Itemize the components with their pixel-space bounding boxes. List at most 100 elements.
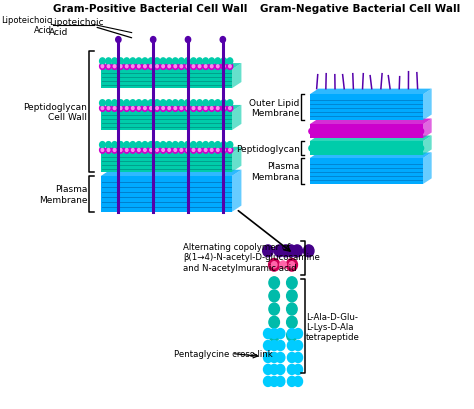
Circle shape (168, 108, 171, 110)
Circle shape (227, 64, 233, 70)
Bar (100, 177, 232, 212)
Circle shape (112, 142, 118, 148)
Text: Pentaglycine cross-link: Pentaglycine cross-link (174, 349, 273, 358)
Bar (310, 95, 423, 121)
Circle shape (191, 101, 196, 107)
Circle shape (180, 108, 182, 110)
Circle shape (184, 101, 190, 107)
Circle shape (160, 64, 166, 70)
Circle shape (293, 376, 302, 387)
Circle shape (144, 66, 146, 69)
Circle shape (130, 59, 136, 65)
Circle shape (264, 364, 273, 375)
Circle shape (179, 142, 184, 148)
Circle shape (264, 329, 273, 339)
Circle shape (221, 147, 227, 154)
Circle shape (350, 146, 355, 152)
Circle shape (287, 277, 297, 289)
Circle shape (287, 330, 297, 342)
Circle shape (137, 66, 140, 69)
Circle shape (173, 147, 178, 154)
Circle shape (131, 149, 134, 152)
Circle shape (269, 330, 280, 342)
Circle shape (270, 353, 279, 363)
Circle shape (154, 59, 160, 65)
Circle shape (101, 149, 104, 152)
Circle shape (101, 66, 104, 69)
Circle shape (184, 59, 190, 65)
Circle shape (156, 149, 158, 152)
Circle shape (124, 142, 129, 148)
Circle shape (217, 66, 219, 69)
Circle shape (227, 59, 233, 65)
Circle shape (118, 106, 123, 112)
Circle shape (309, 129, 314, 135)
Circle shape (118, 147, 123, 154)
Circle shape (197, 147, 202, 154)
Circle shape (184, 147, 190, 154)
Text: Lipoteichoic
Acid: Lipoteichoic Acid (1, 16, 52, 35)
Circle shape (227, 147, 233, 154)
Circle shape (107, 108, 110, 110)
Circle shape (350, 129, 355, 135)
Circle shape (197, 59, 202, 65)
Circle shape (113, 108, 116, 110)
Circle shape (203, 147, 209, 154)
Circle shape (377, 129, 383, 135)
Text: Peptidoglycan: Peptidoglycan (236, 144, 300, 153)
Polygon shape (100, 64, 241, 70)
Circle shape (166, 59, 172, 65)
Circle shape (106, 147, 111, 154)
Circle shape (337, 129, 341, 135)
Circle shape (384, 129, 389, 135)
Circle shape (136, 106, 142, 112)
Circle shape (192, 108, 195, 110)
Bar (100, 112, 232, 131)
Circle shape (112, 106, 118, 112)
Circle shape (118, 64, 123, 70)
Circle shape (107, 66, 110, 69)
Circle shape (136, 147, 142, 154)
Circle shape (162, 149, 164, 152)
Circle shape (154, 101, 160, 107)
Circle shape (371, 129, 375, 135)
Circle shape (100, 142, 105, 148)
Circle shape (289, 262, 295, 268)
Circle shape (198, 66, 201, 69)
Circle shape (174, 149, 176, 152)
Circle shape (106, 64, 111, 70)
Circle shape (160, 142, 166, 148)
Circle shape (118, 142, 123, 148)
Circle shape (148, 147, 154, 154)
Circle shape (276, 364, 285, 375)
Circle shape (264, 376, 273, 387)
Circle shape (184, 142, 190, 148)
Circle shape (398, 146, 403, 152)
Circle shape (323, 146, 328, 152)
Circle shape (228, 66, 231, 69)
Bar (100, 154, 232, 173)
Circle shape (329, 129, 335, 135)
Text: Outer Lipid
Membrane: Outer Lipid Membrane (249, 99, 300, 118)
Circle shape (316, 146, 321, 152)
Text: Plasma
Membrana: Plasma Membrana (252, 162, 300, 181)
Circle shape (264, 341, 273, 351)
Circle shape (292, 245, 302, 257)
Circle shape (100, 101, 105, 107)
Circle shape (269, 290, 280, 302)
Circle shape (136, 142, 142, 148)
Circle shape (166, 64, 172, 70)
Circle shape (287, 290, 297, 302)
Circle shape (154, 106, 160, 112)
Circle shape (287, 329, 296, 339)
Circle shape (160, 101, 166, 107)
Circle shape (131, 108, 134, 110)
Circle shape (204, 108, 207, 110)
Circle shape (343, 129, 348, 135)
Circle shape (293, 353, 302, 363)
Circle shape (180, 66, 182, 69)
Circle shape (209, 147, 215, 154)
Circle shape (287, 376, 296, 387)
Circle shape (166, 101, 172, 107)
Circle shape (154, 64, 160, 70)
